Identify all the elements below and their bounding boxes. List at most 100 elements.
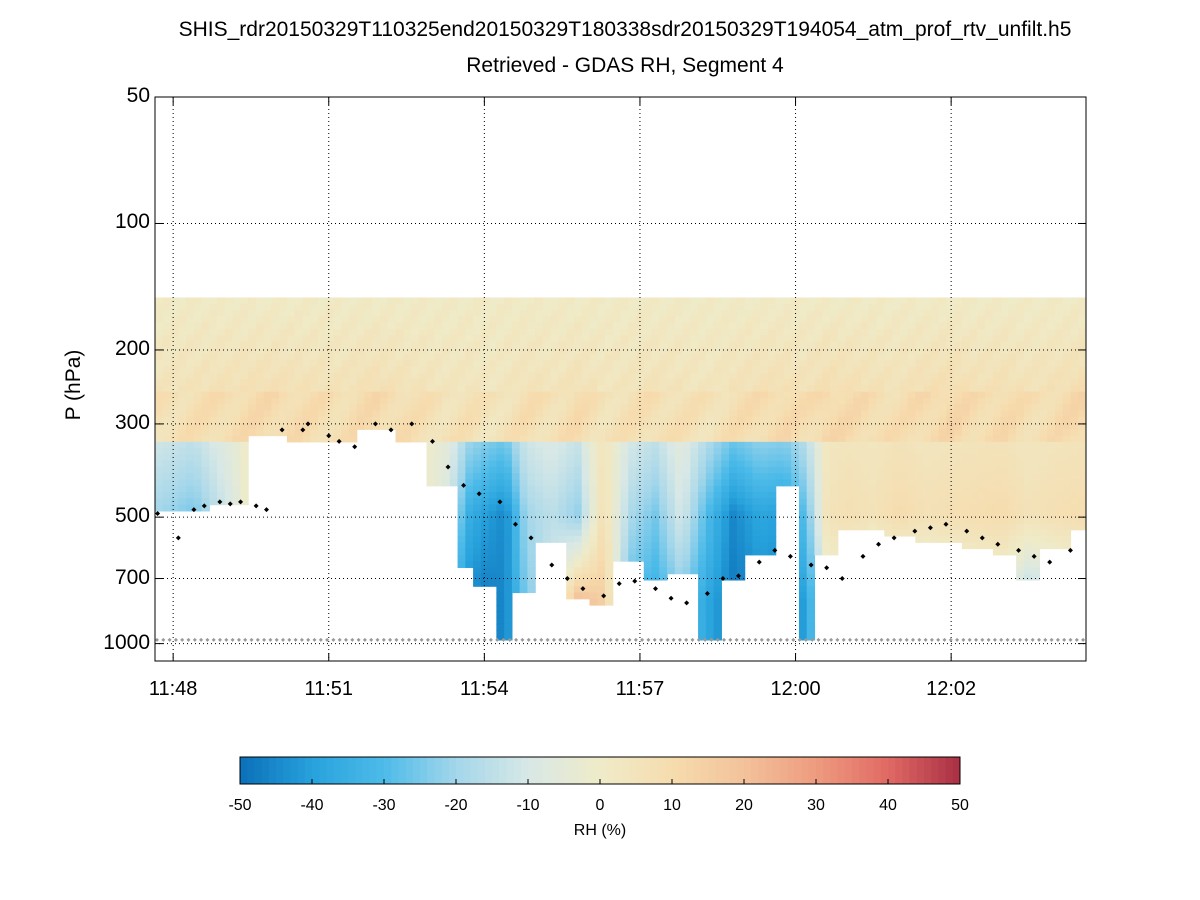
heatmap-cell (969, 517, 978, 525)
heatmap-cell (1062, 504, 1072, 512)
heatmap-cell (829, 353, 839, 361)
heatmap-cell (899, 517, 909, 525)
heatmap-cell (674, 529, 684, 537)
heatmap-cell (682, 542, 691, 550)
heatmap-cell (682, 567, 691, 575)
heatmap-cell (356, 360, 366, 368)
heatmap-cell (969, 466, 978, 474)
heatmap-cell (310, 322, 319, 330)
heatmap-cell (504, 636, 513, 641)
heatmap-cell (1023, 448, 1033, 455)
heatmap-cell (434, 410, 443, 418)
heatmap-cell (170, 498, 179, 506)
heatmap-cell (162, 297, 172, 305)
heatmap-cell (224, 435, 234, 443)
heatmap-cell (612, 498, 622, 506)
heatmap-cell (1023, 498, 1033, 506)
heatmap-cell (604, 385, 614, 393)
heatmap-cell (434, 391, 443, 399)
colorbar-tick-label: 40 (879, 797, 897, 814)
surface-marker (551, 637, 556, 642)
heatmap-cell (845, 322, 854, 330)
heatmap-cell (845, 454, 854, 462)
colorbar-segment (340, 757, 349, 784)
heatmap-cell (775, 316, 785, 324)
heatmap-cell (636, 347, 645, 355)
heatmap-cell (612, 397, 622, 405)
heatmap-cell (752, 328, 761, 336)
heatmap-cell (713, 322, 722, 330)
heatmap-cell (992, 404, 1002, 412)
heatmap-cell (977, 410, 986, 418)
heatmap-cell (1031, 492, 1041, 499)
heatmap-cell (736, 335, 746, 342)
heatmap-cell (504, 535, 513, 543)
heatmap-cell (876, 391, 885, 399)
heatmap-cell (861, 498, 870, 506)
heatmap-cell (822, 510, 831, 518)
heatmap-cell (721, 473, 730, 481)
heatmap-cell (162, 441, 172, 449)
heatmap-cell (511, 441, 521, 449)
heatmap-cell (1016, 410, 1025, 418)
heatmap-cell (434, 423, 443, 430)
heatmap-cell (271, 303, 280, 311)
heatmap-cell (279, 366, 288, 374)
heatmap-cell (1016, 492, 1025, 499)
heatmap-cell (705, 485, 715, 493)
heatmap-cell (612, 297, 622, 305)
heatmap-cell (589, 435, 598, 443)
heatmap-cell (628, 523, 637, 531)
heatmap-cell (1031, 416, 1041, 424)
heatmap-cell (946, 448, 955, 455)
heatmap-cell (496, 523, 505, 531)
heatmap-cell (504, 379, 513, 386)
heatmap-cell (643, 561, 653, 568)
heatmap-cell (488, 410, 497, 418)
heatmap-cell (636, 303, 645, 311)
heatmap-cell (744, 435, 753, 443)
heatmap-cell (1016, 504, 1025, 512)
heatmap-cell (542, 353, 552, 361)
heatmap-cell (938, 353, 947, 361)
heatmap-cell (954, 391, 963, 399)
surface-marker (999, 637, 1004, 642)
heatmap-cell (853, 397, 862, 405)
heatmap-cell (240, 335, 249, 342)
heatmap-cell (1062, 322, 1072, 330)
heatmap-cell (527, 548, 536, 556)
heatmap-cell (286, 328, 296, 336)
heatmap-cell (217, 454, 226, 462)
heatmap-cell (1031, 429, 1041, 437)
heatmap-cell (690, 397, 699, 405)
heatmap-cell (791, 385, 800, 393)
heatmap-cell (604, 316, 614, 324)
chart-title: SHIS_rdr20150329T110325end20150329T18033… (178, 18, 1072, 41)
heatmap-cell (713, 328, 722, 336)
heatmap-cell (581, 586, 591, 594)
heatmap-cell (604, 448, 614, 455)
heatmap-cell (1000, 410, 1010, 418)
heatmap-cell (659, 410, 668, 418)
heatmap-cell (744, 441, 753, 449)
heatmap-cell (310, 416, 319, 424)
heatmap-cell (209, 429, 218, 437)
heatmap-cell (744, 397, 753, 405)
heatmap-cell (457, 385, 466, 393)
heatmap-cell (682, 316, 691, 324)
heatmap-cell (977, 429, 986, 437)
heatmap-cell (604, 297, 614, 305)
heatmap-cell (698, 579, 707, 587)
heatmap-cell (1047, 366, 1056, 374)
heatmap-cell (504, 366, 513, 374)
heatmap-cell (930, 498, 940, 506)
heatmap-cell (721, 561, 730, 568)
heatmap-cell (597, 573, 606, 581)
heatmap-cell (930, 410, 940, 418)
heatmap-cell (659, 353, 668, 361)
heatmap-cell (736, 435, 746, 443)
heatmap-cell (954, 322, 963, 330)
heatmap-cell (760, 529, 769, 537)
heatmap-cell (651, 573, 660, 581)
heatmap-cell (775, 379, 785, 386)
